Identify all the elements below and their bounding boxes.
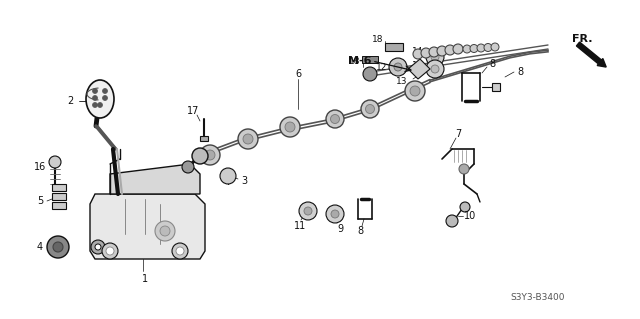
- Circle shape: [331, 210, 339, 218]
- Circle shape: [238, 129, 258, 149]
- Text: 12: 12: [376, 63, 388, 71]
- Circle shape: [426, 60, 444, 78]
- Circle shape: [491, 43, 499, 51]
- Circle shape: [192, 148, 208, 164]
- Text: 9: 9: [337, 224, 343, 234]
- Circle shape: [176, 247, 184, 255]
- Circle shape: [410, 86, 420, 96]
- Text: 18: 18: [372, 34, 384, 43]
- Circle shape: [182, 161, 194, 173]
- Circle shape: [172, 243, 188, 259]
- Circle shape: [361, 100, 379, 118]
- Text: M-6: M-6: [348, 56, 371, 66]
- Text: 3: 3: [241, 176, 247, 186]
- Circle shape: [205, 150, 215, 160]
- Circle shape: [394, 63, 402, 71]
- Circle shape: [304, 207, 312, 215]
- Circle shape: [91, 240, 105, 254]
- Text: 5: 5: [37, 196, 43, 206]
- Circle shape: [429, 47, 439, 57]
- Polygon shape: [408, 59, 430, 79]
- Circle shape: [220, 168, 236, 184]
- Circle shape: [426, 48, 444, 66]
- Circle shape: [326, 110, 344, 128]
- Circle shape: [106, 247, 114, 255]
- Polygon shape: [110, 164, 200, 194]
- Circle shape: [102, 243, 118, 259]
- Circle shape: [470, 44, 478, 53]
- Bar: [52, 202, 66, 209]
- Text: 1: 1: [142, 274, 148, 284]
- Circle shape: [326, 205, 344, 223]
- Bar: [492, 83, 500, 91]
- Circle shape: [285, 122, 295, 132]
- Circle shape: [437, 46, 447, 56]
- Text: 2: 2: [67, 96, 73, 106]
- Circle shape: [405, 81, 425, 101]
- Text: 10: 10: [464, 211, 476, 221]
- Circle shape: [431, 65, 439, 73]
- Text: 15: 15: [412, 62, 424, 70]
- Text: 11: 11: [294, 221, 306, 231]
- Bar: [200, 136, 208, 141]
- Circle shape: [93, 88, 97, 93]
- Circle shape: [446, 215, 458, 227]
- Circle shape: [299, 202, 317, 220]
- Circle shape: [330, 115, 339, 123]
- Circle shape: [93, 102, 97, 108]
- Circle shape: [413, 49, 423, 59]
- Circle shape: [155, 221, 175, 241]
- Polygon shape: [90, 194, 205, 259]
- Circle shape: [460, 202, 470, 212]
- Circle shape: [459, 164, 469, 174]
- Circle shape: [95, 244, 101, 250]
- Circle shape: [243, 134, 253, 144]
- Circle shape: [445, 45, 455, 55]
- Circle shape: [365, 105, 374, 114]
- Circle shape: [200, 145, 220, 165]
- Circle shape: [160, 226, 170, 236]
- Circle shape: [53, 242, 63, 252]
- Text: 6: 6: [295, 69, 301, 79]
- Circle shape: [49, 156, 61, 168]
- Text: 13: 13: [396, 77, 408, 85]
- Circle shape: [389, 58, 407, 76]
- Circle shape: [93, 95, 97, 100]
- Ellipse shape: [86, 80, 114, 118]
- Circle shape: [102, 95, 108, 100]
- Bar: [52, 193, 66, 200]
- Text: FR.: FR.: [572, 34, 593, 44]
- Circle shape: [484, 43, 492, 51]
- Text: 18: 18: [349, 56, 361, 65]
- Circle shape: [363, 67, 377, 81]
- Text: 16: 16: [34, 162, 46, 172]
- Text: 8: 8: [517, 67, 523, 77]
- Bar: [52, 184, 66, 191]
- Circle shape: [47, 236, 69, 258]
- Text: 4: 4: [37, 242, 43, 252]
- Bar: [385, 43, 403, 51]
- Text: 8: 8: [357, 226, 363, 236]
- Circle shape: [453, 44, 463, 54]
- Circle shape: [421, 48, 431, 58]
- Text: 8: 8: [489, 59, 495, 69]
- Text: 14: 14: [412, 47, 424, 56]
- Circle shape: [463, 45, 471, 53]
- FancyArrow shape: [577, 42, 606, 67]
- Circle shape: [477, 44, 485, 52]
- Text: S3Y3-B3400: S3Y3-B3400: [510, 293, 564, 301]
- Bar: [362, 56, 378, 63]
- Text: 7: 7: [455, 129, 461, 139]
- Circle shape: [280, 117, 300, 137]
- Text: 17: 17: [187, 106, 199, 116]
- Circle shape: [102, 88, 108, 93]
- Circle shape: [97, 102, 102, 108]
- Circle shape: [431, 53, 439, 61]
